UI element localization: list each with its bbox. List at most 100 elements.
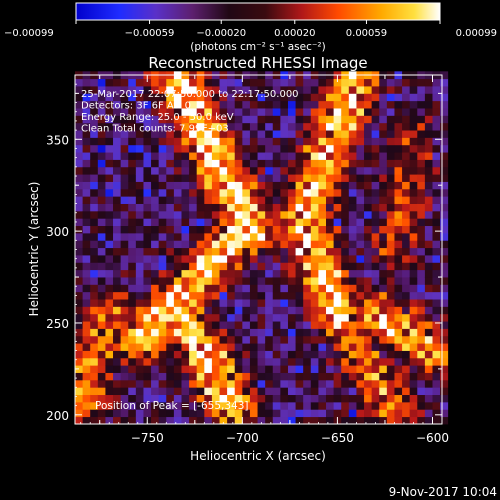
heatmap-cell	[173, 284, 182, 293]
heatmap-cell	[143, 159, 152, 168]
heatmap-cell	[295, 262, 304, 271]
heatmap-cell	[158, 313, 167, 322]
heatmap-cell	[204, 357, 213, 366]
heatmap-cell	[409, 255, 418, 263]
heatmap-cell	[166, 196, 175, 204]
heatmap-cell	[348, 152, 357, 160]
heatmap-cell	[379, 166, 388, 175]
heatmap-cell	[257, 218, 266, 227]
heatmap-cell	[402, 269, 411, 278]
heatmap-cell	[90, 255, 99, 263]
heatmap-cell	[105, 379, 114, 388]
heatmap-cell	[333, 137, 342, 146]
heatmap-cell	[386, 328, 395, 337]
heatmap-cell	[333, 166, 342, 175]
heatmap-cell	[189, 240, 198, 249]
heatmap-cell	[189, 78, 198, 87]
heatmap-cell	[394, 291, 403, 300]
heatmap-cell	[227, 203, 236, 212]
heatmap-cell	[280, 394, 289, 403]
heatmap-cell	[424, 299, 433, 307]
heatmap-cell	[432, 284, 441, 293]
heatmap-cell	[196, 255, 205, 263]
heatmap-cell	[113, 335, 122, 344]
heatmap-cell	[257, 166, 266, 175]
heatmap-cell	[303, 86, 312, 94]
heatmap-cell	[440, 100, 449, 109]
heatmap-cell	[424, 416, 433, 425]
heatmap-cell	[189, 291, 198, 300]
annotation-line: 25-Mar-2017 22:07:50.000 to 22:17:50.000	[81, 89, 299, 100]
heatmap-cell	[326, 350, 335, 359]
heatmap-cell	[364, 247, 373, 256]
heatmap-cell	[356, 188, 365, 197]
heatmap-cell	[417, 269, 426, 278]
heatmap-cell	[402, 379, 411, 388]
heatmap-cell	[234, 130, 243, 138]
heatmap-cell	[120, 306, 129, 315]
heatmap-cell	[409, 115, 418, 124]
heatmap-cell	[272, 409, 281, 418]
heatmap-cell	[326, 343, 335, 351]
heatmap-cell	[166, 365, 175, 373]
heatmap-cell	[113, 247, 122, 256]
heatmap-cell	[196, 269, 205, 278]
heatmap-cell	[341, 299, 350, 307]
heatmap-cell	[287, 343, 296, 351]
heatmap-cell	[181, 144, 190, 153]
heatmap-cell	[265, 232, 274, 241]
heatmap-cell	[82, 144, 91, 153]
heatmap-cell	[364, 350, 373, 359]
heatmap-cell	[356, 372, 365, 381]
heatmap-cell	[181, 401, 190, 410]
heatmap-cell	[242, 379, 251, 388]
heatmap-cell	[341, 240, 350, 249]
heatmap-cell	[227, 372, 236, 381]
heatmap-cell	[211, 379, 220, 388]
heatmap-cell	[113, 262, 122, 271]
heatmap-cell	[364, 335, 373, 344]
heatmap-cell	[432, 115, 441, 124]
heatmap-cell	[249, 232, 258, 241]
heatmap-cell	[128, 93, 137, 102]
heatmap-cell	[318, 328, 327, 337]
heatmap-cell	[440, 210, 449, 219]
heatmap-cell	[364, 299, 373, 307]
heatmap-cell	[303, 196, 312, 204]
heatmap-cell	[204, 144, 213, 153]
heatmap-cell	[326, 225, 335, 234]
heatmap-cell	[432, 401, 441, 410]
heatmap-cell	[204, 225, 213, 234]
heatmap-cell	[82, 313, 91, 322]
heatmap-cell	[204, 108, 213, 116]
heatmap-cell	[364, 93, 373, 102]
heatmap-cell	[287, 225, 296, 234]
heatmap-cell	[409, 240, 418, 249]
heatmap-cell	[379, 328, 388, 337]
heatmap-cell	[402, 343, 411, 351]
heatmap-cell	[143, 365, 152, 373]
heatmap-cell	[227, 313, 236, 322]
heatmap-cell	[135, 93, 144, 102]
heatmap-cell	[379, 108, 388, 116]
heatmap-cell	[211, 225, 220, 234]
colorbar-units-label: (photons cm⁻² s⁻¹ asec⁻²)	[190, 41, 325, 53]
heatmap-cell	[280, 203, 289, 212]
heatmap-cell	[249, 343, 258, 351]
heatmap-cell	[90, 144, 99, 153]
heatmap-cell	[143, 291, 152, 300]
heatmap-cell	[364, 100, 373, 109]
heatmap-cell	[97, 218, 106, 227]
heatmap-cell	[219, 357, 228, 366]
heatmap-cell	[128, 108, 137, 116]
heatmap-cell	[272, 108, 281, 116]
heatmap-cell	[211, 240, 220, 249]
heatmap-cell	[432, 108, 441, 116]
heatmap-cell	[402, 365, 411, 373]
heatmap-cell	[341, 357, 350, 366]
heatmap-cell	[272, 174, 281, 182]
heatmap-cell	[90, 181, 99, 190]
heatmap-cell	[181, 269, 190, 278]
heatmap-cell	[265, 166, 274, 175]
heatmap-cell	[135, 174, 144, 182]
